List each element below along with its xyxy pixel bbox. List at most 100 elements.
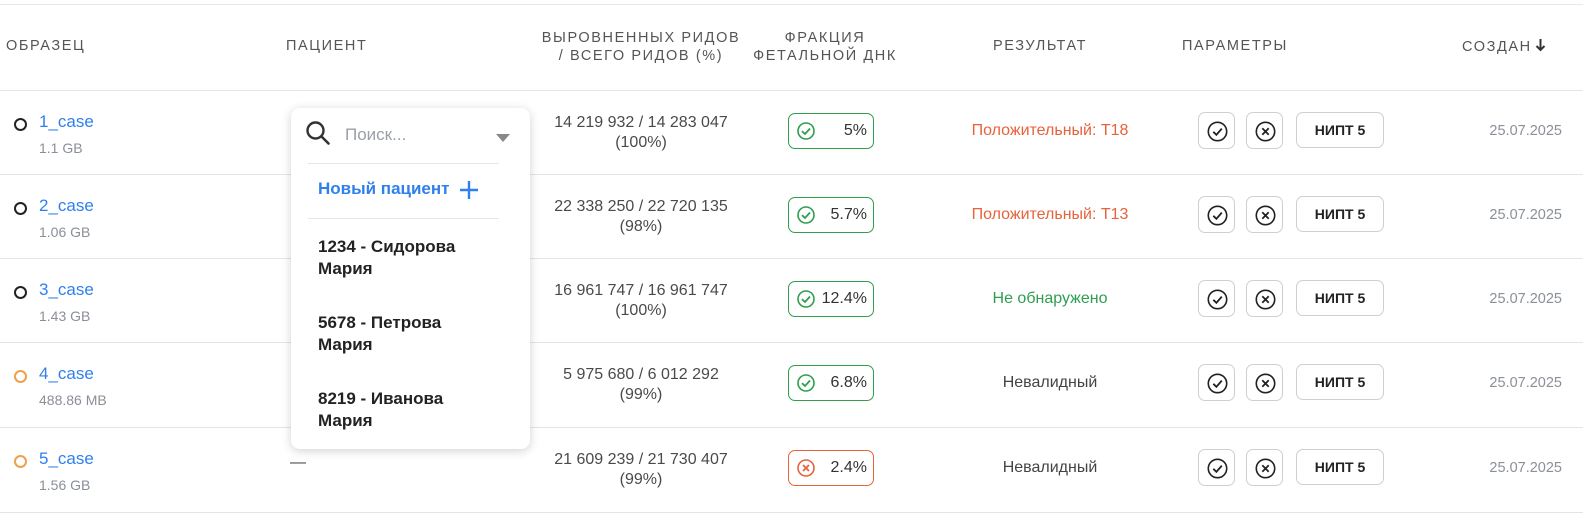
reads-cell: 5 975 680 / 6 012 292 (99%) (536, 365, 746, 405)
status-ring-icon (14, 286, 27, 299)
reject-button[interactable] (1246, 449, 1283, 486)
created-date: 25.07.2025 (1489, 375, 1562, 391)
approve-button[interactable] (1198, 364, 1235, 401)
sample-link[interactable]: 5_case (39, 449, 94, 468)
reads-count: 16 961 747 / 16 961 747 (554, 282, 728, 299)
reads-percent: (100%) (615, 134, 667, 151)
check-circle-icon (797, 122, 815, 140)
dropdown-divider (308, 163, 499, 164)
status-ring-icon (14, 455, 27, 468)
divider (0, 174, 1583, 175)
patient-option-line2: Мария (318, 335, 373, 354)
approve-button[interactable] (1198, 449, 1235, 486)
header-fraction-line1: ФРАКЦИЯ (784, 30, 866, 46)
parameters-button[interactable]: НИПТ 5 (1296, 364, 1384, 400)
created-date: 25.07.2025 (1489, 291, 1562, 307)
sample-link[interactable]: 1_case (39, 112, 94, 131)
fetal-fraction-badge: 12.4% (788, 281, 874, 317)
check-circle-icon (797, 290, 815, 308)
patient-dropdown[interactable]: Поиск... Новый пациент 1234 - Сидорова М… (291, 108, 530, 449)
patient-option-line1: 8219 - Иванова (318, 389, 444, 408)
sample-link[interactable]: 4_case (39, 364, 94, 383)
patient-option-line1: 1234 - Сидорова (318, 237, 456, 256)
divider (0, 427, 1583, 428)
parameters-button[interactable]: НИПТ 5 (1296, 196, 1384, 232)
approve-button[interactable] (1198, 280, 1235, 317)
reads-cell: 22 338 250 / 22 720 135 (98%) (536, 197, 746, 237)
patient-option-line1: 5678 - Петрова (318, 313, 442, 332)
patient-option[interactable]: 8219 - Иванова Мария (318, 388, 508, 432)
reject-button[interactable] (1246, 280, 1283, 317)
x-circle-icon (797, 459, 815, 477)
reject-button[interactable] (1246, 364, 1283, 401)
sample-link[interactable]: 2_case (39, 196, 94, 215)
header-patient[interactable]: ПАЦИЕНТ (286, 38, 368, 54)
reads-cell: 21 609 239 / 21 730 407 (99%) (536, 450, 746, 490)
parameters-button[interactable]: НИПТ 5 (1296, 112, 1384, 148)
header-reads[interactable]: ВЫРОВНЕННЫХ РИДОВ / ВСЕГО РИДОВ (%) (536, 29, 746, 65)
sample-size: 488.86 MB (39, 392, 107, 408)
patient-option[interactable]: 1234 - Сидорова Мария (318, 236, 508, 280)
header-created[interactable]: СОЗДАН (1462, 38, 1546, 55)
table-row: 5_case 1.56 GB — 21 609 239 / 21 730 407 (99… (0, 428, 1583, 512)
fetal-fraction-badge: 5% (788, 113, 874, 149)
fetal-fraction-badge: 5.7% (788, 197, 874, 233)
table-row: 2_case 1.06 GB 22 338 250 / 22 720 135 (98%… (0, 175, 1583, 259)
divider (0, 342, 1583, 343)
search-icon (305, 120, 331, 151)
reads-percent: (100%) (615, 302, 667, 319)
status-ring-icon (14, 118, 27, 131)
fetal-fraction-badge: 2.4% (788, 450, 874, 486)
table-row: 1_case 1.1 GB 14 219 932 / 14 283 047 (100%… (0, 91, 1583, 175)
divider (0, 512, 1583, 513)
status-ring-icon (14, 370, 27, 383)
plus-icon[interactable] (459, 180, 479, 205)
parameters-button[interactable]: НИПТ 5 (1296, 280, 1384, 316)
fetal-fraction-value: 5.7% (830, 206, 867, 223)
reads-percent: (99%) (619, 471, 663, 488)
dropdown-divider (308, 218, 499, 219)
sample-size: 1.06 GB (39, 224, 91, 240)
fetal-fraction-value: 12.4% (821, 290, 867, 307)
sort-arrow-down-icon (1536, 39, 1546, 52)
approve-button[interactable] (1198, 196, 1235, 233)
patient-search-input[interactable]: Поиск... (345, 125, 407, 144)
reject-button[interactable] (1246, 112, 1283, 149)
parameters-button[interactable]: НИПТ 5 (1296, 449, 1384, 485)
created-date: 25.07.2025 (1489, 460, 1562, 476)
result-text: Невалидный (1002, 459, 1098, 476)
patient-option[interactable]: 5678 - Петрова Мария (318, 312, 508, 356)
reads-count: 22 338 250 / 22 720 135 (554, 198, 728, 215)
patient-option-line2: Мария (318, 259, 373, 278)
sample-size: 1.1 GB (39, 140, 83, 156)
sample-link[interactable]: 3_case (39, 280, 94, 299)
created-date: 25.07.2025 (1489, 123, 1562, 139)
reads-cell: 16 961 747 / 16 961 747 (100%) (536, 281, 746, 321)
reads-percent: (98%) (619, 218, 663, 235)
top-divider (0, 4, 1583, 5)
header-fraction-line2: ФЕТАЛЬНОЙ ДНК (753, 48, 897, 64)
sample-size: 1.43 GB (39, 308, 91, 324)
reads-count: 21 609 239 / 21 730 407 (554, 451, 728, 468)
header-reads-line1: ВЫРОВНЕННЫХ РИДОВ (541, 30, 741, 46)
result-text: Положительный: T13 (971, 206, 1129, 223)
header-params[interactable]: ПАРАМЕТРЫ (1182, 38, 1288, 54)
created-date: 25.07.2025 (1489, 207, 1562, 223)
new-patient-button[interactable]: Новый пациент (318, 179, 450, 198)
divider (0, 90, 1583, 91)
reject-button[interactable] (1246, 196, 1283, 233)
patient-empty-value[interactable]: — (290, 454, 306, 471)
reads-count: 14 219 932 / 14 283 047 (554, 114, 728, 131)
header-reads-line2: / ВСЕГО РИДОВ (%) (558, 48, 724, 64)
chevron-down-icon[interactable] (496, 129, 510, 147)
reads-cell: 14 219 932 / 14 283 047 (100%) (536, 113, 746, 153)
header-fraction[interactable]: ФРАКЦИЯ ФЕТАЛЬНОЙ ДНК (740, 29, 910, 65)
patient-option-line2: Мария (318, 411, 373, 430)
approve-button[interactable] (1198, 112, 1235, 149)
header-sample[interactable]: ОБРАЗЕЦ (6, 38, 86, 54)
divider (0, 258, 1583, 259)
fetal-fraction-value: 5% (843, 122, 867, 139)
header-created-label: СОЗДАН (1462, 39, 1532, 55)
status-ring-icon (14, 202, 27, 215)
header-result[interactable]: РЕЗУЛЬТАТ (993, 38, 1088, 54)
